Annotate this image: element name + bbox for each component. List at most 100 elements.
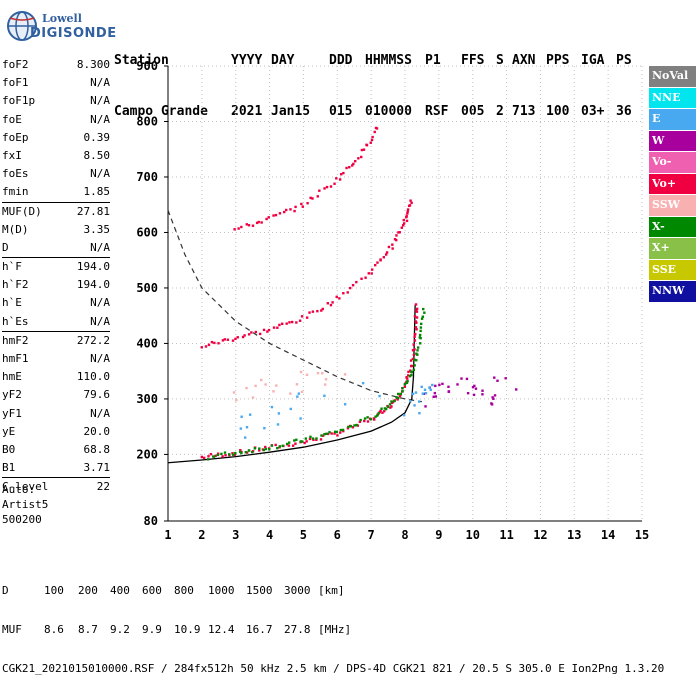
data-point (340, 173, 343, 176)
param-row: yF2 79.6 (2, 386, 110, 404)
params-separator (2, 477, 110, 479)
data-point (245, 426, 249, 429)
data-point (212, 455, 216, 458)
data-point (258, 449, 261, 452)
data-point (264, 447, 268, 451)
legend-item: NNW (649, 281, 696, 302)
data-point (492, 397, 495, 401)
data-point (360, 148, 364, 152)
data-point (493, 376, 496, 379)
data-point (414, 320, 418, 323)
legend-item: SSW (649, 195, 696, 216)
header-label-station: Station (114, 53, 169, 68)
data-point (353, 424, 356, 427)
footer-muf-value: 27.8 (284, 623, 311, 636)
footer-muf-value: 8.6 (44, 623, 64, 636)
data-point (342, 429, 345, 433)
data-point (335, 177, 338, 180)
data-point (266, 330, 269, 333)
data-point (382, 256, 386, 259)
param-value: N/A (90, 76, 110, 90)
x-tick-label: 12 (533, 528, 547, 542)
data-point (228, 453, 231, 456)
data-point (419, 329, 422, 333)
param-name: h`E (2, 296, 22, 310)
data-point (304, 437, 308, 440)
data-point (258, 447, 261, 450)
data-point (333, 430, 337, 433)
param-name: foF1 (2, 76, 29, 90)
data-point (315, 438, 318, 442)
data-point (414, 391, 418, 394)
footer-d-value: 600 (142, 584, 162, 597)
data-point (408, 374, 412, 378)
param-row: h`F 194.0 (2, 258, 110, 276)
data-point (379, 259, 382, 262)
data-point (473, 384, 476, 388)
y-tick-label: 900 (136, 59, 158, 73)
data-point (316, 371, 320, 375)
data-point (254, 384, 257, 388)
data-point (373, 130, 376, 134)
data-point (391, 243, 394, 246)
data-point (386, 405, 390, 409)
data-point (370, 268, 374, 271)
data-point (349, 425, 353, 428)
data-point (308, 311, 311, 314)
auto-program: Artist5 (2, 498, 49, 511)
data-point (493, 394, 497, 397)
data-point (405, 219, 409, 223)
data-point (348, 286, 352, 290)
data-point (245, 223, 248, 226)
legend-item: X+ (649, 238, 696, 259)
data-point (413, 335, 416, 339)
data-point (346, 427, 350, 430)
data-point (232, 391, 236, 394)
param-row: D N/A (2, 239, 110, 257)
data-point (397, 231, 400, 234)
data-point (200, 455, 204, 459)
data-point (402, 222, 406, 225)
data-point (343, 403, 347, 406)
data-point (383, 407, 387, 410)
legend: NoVal NNE E W Vo- Vo+ SSW X- X+ SSE NNW (649, 66, 696, 303)
legend-item: SSE (649, 259, 696, 280)
data-point (409, 399, 412, 403)
data-point (321, 372, 324, 375)
data-point (243, 436, 247, 439)
data-point (265, 217, 268, 221)
data-point (438, 383, 441, 387)
data-point (413, 404, 416, 407)
data-point (401, 390, 404, 393)
data-point (397, 396, 400, 400)
data-point (415, 352, 418, 355)
param-name: fmin (2, 185, 29, 199)
footer-d-value: 800 (174, 584, 194, 597)
x-tick-label: 6 (334, 528, 341, 542)
data-point (348, 165, 351, 169)
data-point (359, 418, 362, 422)
data-point (293, 439, 296, 442)
x-tick-label: 14 (601, 528, 615, 542)
data-point (421, 392, 425, 395)
param-value: 272.2 (76, 333, 110, 347)
data-point (203, 456, 206, 460)
data-point (490, 402, 493, 405)
param-row: foE N/A (2, 111, 110, 129)
data-point (380, 407, 383, 410)
data-point (370, 138, 374, 142)
data-point (245, 451, 249, 454)
header-values-row: Campo Grande 2021 Jan15 015 010000 RSF 0… (114, 103, 640, 120)
data-point (270, 444, 274, 447)
data-point (411, 357, 415, 361)
param-row: M(D) 3.35 (2, 221, 110, 239)
param-name: foE (2, 112, 22, 126)
data-point (213, 341, 216, 345)
data-point (299, 440, 303, 443)
data-point (411, 392, 415, 396)
param-name: B0 (2, 442, 16, 456)
data-point (416, 349, 419, 352)
header-value-station: Campo Grande (114, 104, 208, 119)
data-point (356, 424, 360, 427)
data-point (401, 224, 405, 227)
